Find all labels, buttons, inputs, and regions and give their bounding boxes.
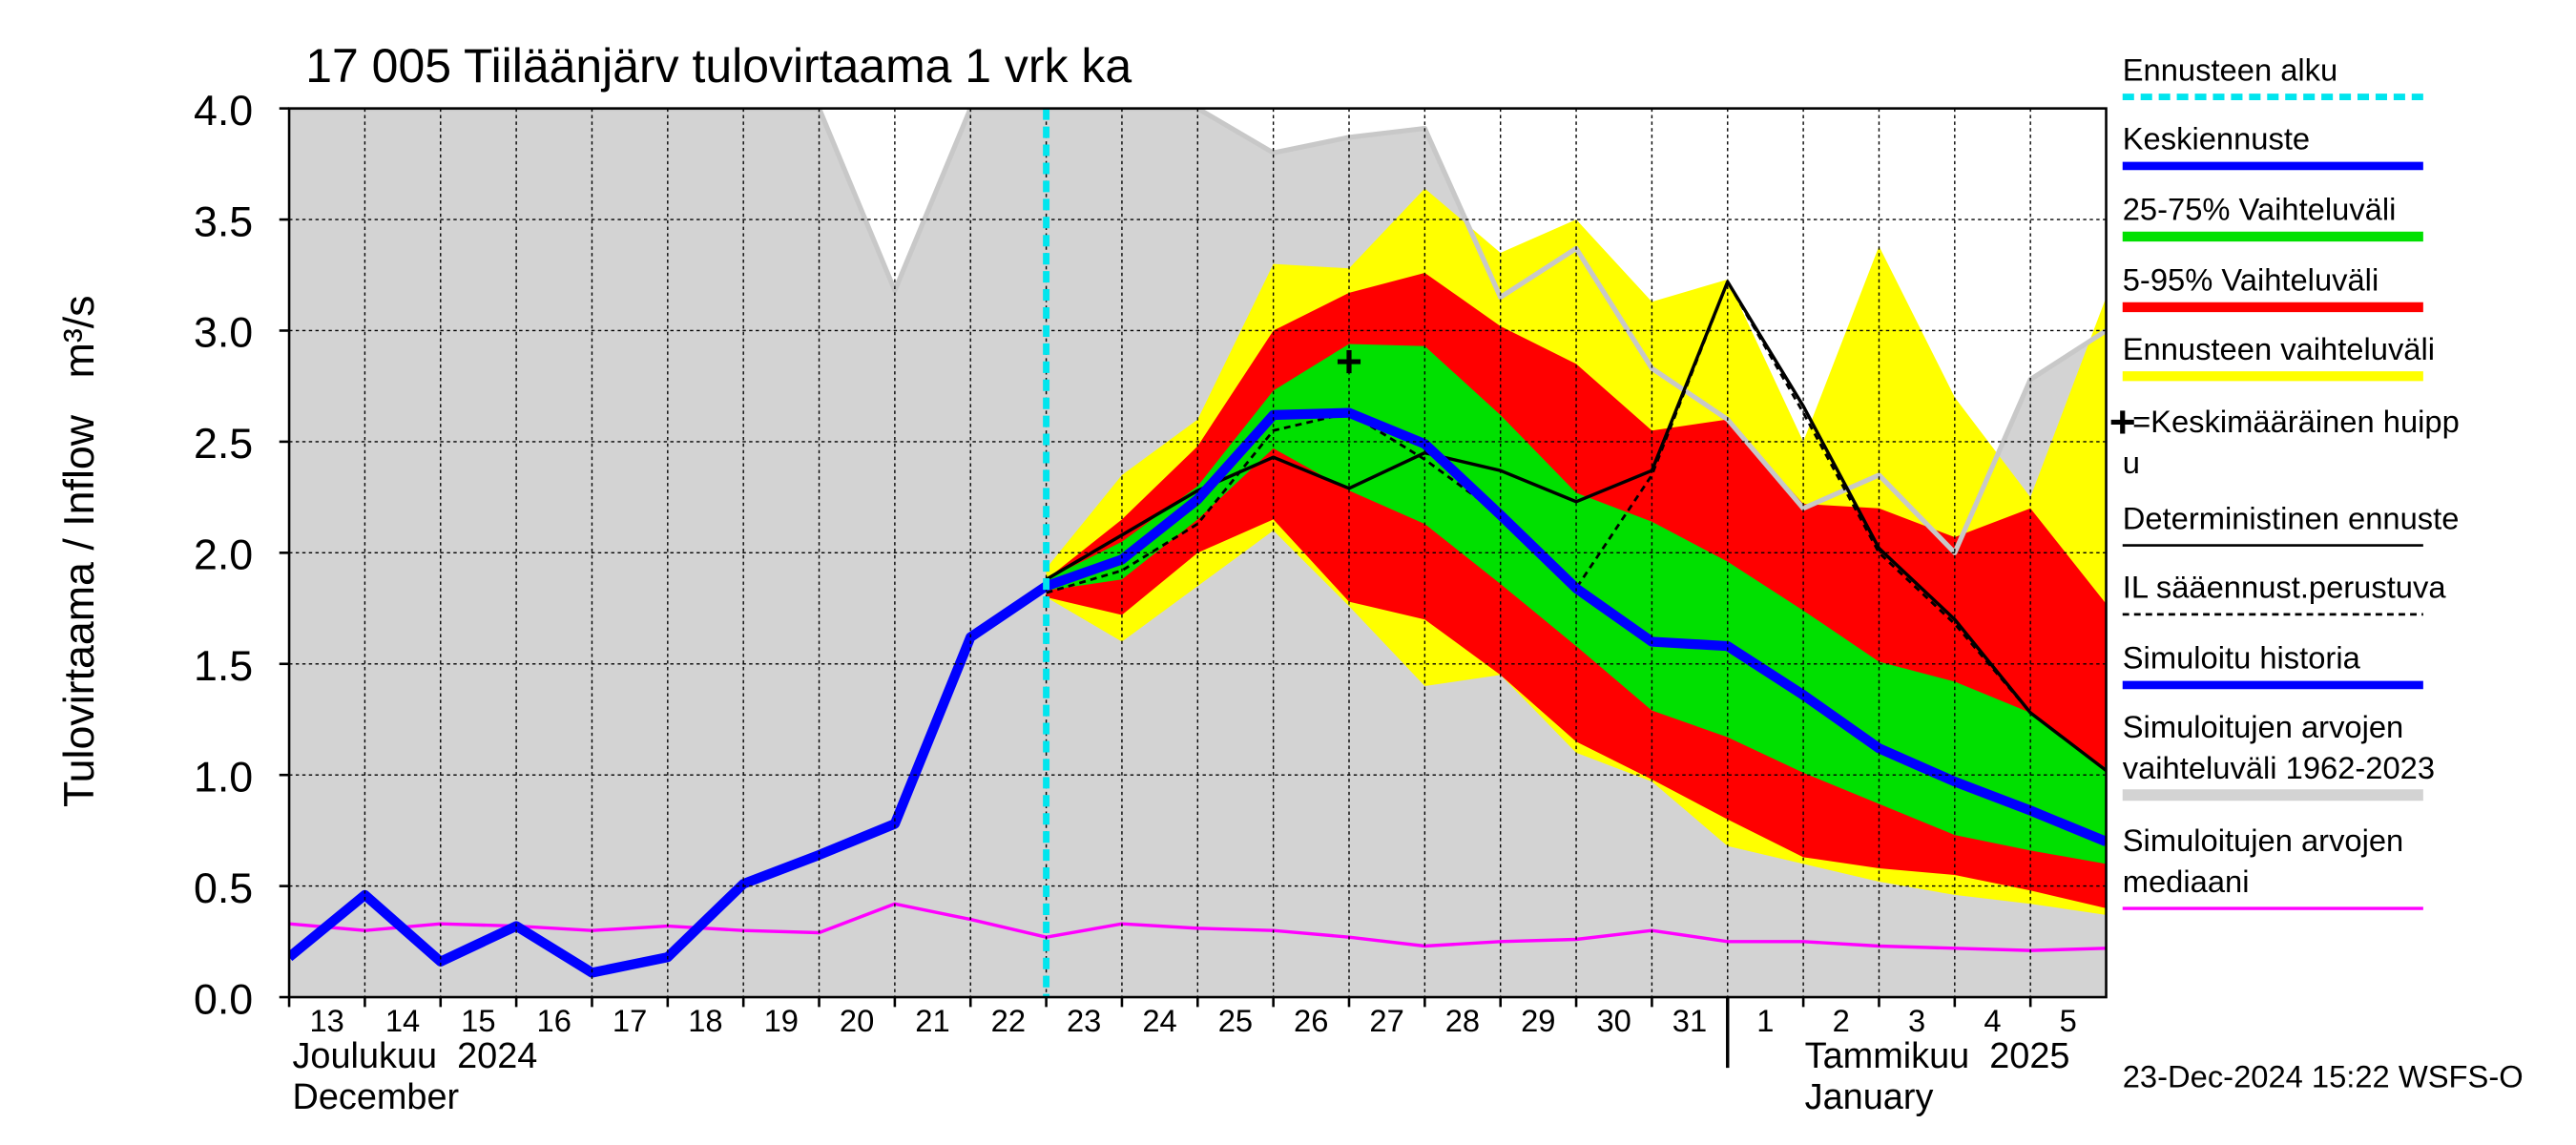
x-tick-label: 30 <box>1596 1003 1631 1038</box>
y-tick-label: 0.5 <box>194 864 253 912</box>
legend-label: 5-95% Vaihteluväli <box>2123 262 2379 298</box>
legend-label: 25-75% Vaihteluväli <box>2123 192 2397 227</box>
footer: 23-Dec-2024 15:22 WSFS-O <box>2123 1059 2524 1094</box>
x-tick-label: 31 <box>1672 1003 1707 1038</box>
x-tick-label: 19 <box>764 1003 799 1038</box>
y-tick-label: 2.0 <box>194 531 253 579</box>
y-tick-label: 1.5 <box>194 642 253 690</box>
x-tick-label: 28 <box>1445 1003 1480 1038</box>
x-tick-label: 27 <box>1369 1003 1403 1038</box>
month-label: December <box>293 1077 460 1117</box>
x-tick-label: 26 <box>1294 1003 1328 1038</box>
legend-label: Deterministinen ennuste <box>2123 500 2460 535</box>
month-label: January <box>1805 1077 1934 1117</box>
x-tick-label: 21 <box>915 1003 949 1038</box>
x-tick-label: 5 <box>2060 1003 2077 1038</box>
legend-label: IL sääennust.perustuva <box>2123 570 2447 605</box>
legend-label: Ennusteen vaihteluväli <box>2123 331 2435 366</box>
legend-label: Simuloitu historia <box>2123 640 2361 676</box>
legend-label: mediaani <box>2123 864 2250 899</box>
y-axis-unit: m³/s <box>55 295 103 378</box>
x-tick-label: 13 <box>309 1003 343 1038</box>
y-tick-label: 0.0 <box>194 975 253 1023</box>
legend-label: u <box>2123 445 2140 480</box>
line <box>1045 280 2107 772</box>
x-tick-label: 18 <box>688 1003 722 1038</box>
range-edge <box>289 108 2107 555</box>
x-tick-label: 20 <box>840 1003 874 1038</box>
legend-label: Simuloitujen arvojen <box>2123 822 2404 858</box>
x-tick-label: 2 <box>1833 1003 1850 1038</box>
legend-label: vaihteluväli 1962-2023 <box>2123 750 2435 785</box>
legend-label: Ennusteen alku <box>2123 52 2337 87</box>
x-tick-label: 16 <box>537 1003 571 1038</box>
x-tick-label: 22 <box>991 1003 1026 1038</box>
y-tick-label: 2.5 <box>194 420 253 468</box>
peak-marker <box>1337 350 1361 374</box>
x-tick-label: 3 <box>1908 1003 1925 1038</box>
y-tick-label: 1.0 <box>194 753 253 801</box>
x-tick-label: 24 <box>1142 1003 1176 1038</box>
x-tick-label: 15 <box>461 1003 495 1038</box>
chart-title: 17 005 Tiiläänjärv tulovirtaama 1 vrk ka <box>305 39 1132 93</box>
month-label: Joulukuu 2024 <box>293 1036 538 1076</box>
y-tick-label: 3.5 <box>194 198 253 245</box>
legend-label: Keskiennuste <box>2123 121 2310 156</box>
x-tick-label: 17 <box>613 1003 647 1038</box>
x-tick-label: 23 <box>1067 1003 1101 1038</box>
month-label: Tammikuu 2025 <box>1805 1036 2070 1076</box>
x-tick-label: 25 <box>1218 1003 1253 1038</box>
x-tick-label: 29 <box>1521 1003 1555 1038</box>
x-tick-label: 4 <box>1984 1003 2001 1038</box>
legend-symbol <box>2110 410 2134 434</box>
line <box>1046 280 2107 772</box>
y-tick-label: 3.0 <box>194 309 253 357</box>
y-tick-label: 4.0 <box>194 87 253 135</box>
x-tick-label: 14 <box>385 1003 420 1038</box>
legend-label: Simuloitujen arvojen <box>2123 709 2404 744</box>
y-axis-label: Tulovirtaama / Inflow <box>55 414 103 807</box>
x-tick-label: 1 <box>1756 1003 1774 1038</box>
legend-label: =Keskimääräinen huipp <box>2132 404 2460 439</box>
